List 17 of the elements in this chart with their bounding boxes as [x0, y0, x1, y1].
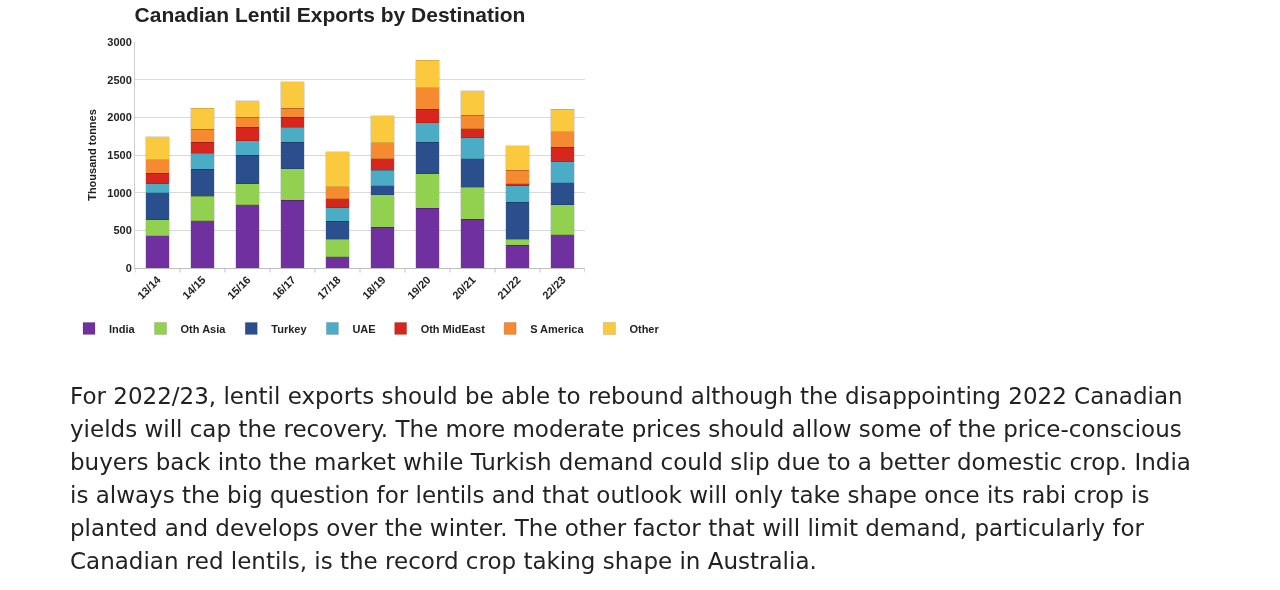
y-tick-label: 500 — [113, 224, 132, 237]
y-axis-title: Thousand tonnes — [85, 109, 98, 201]
y-tick-label: 0 — [125, 261, 132, 274]
legend-label: S America — [530, 322, 585, 335]
y-tick-label: 2500 — [107, 73, 132, 86]
legend-label: India — [109, 322, 136, 335]
legend-label: UAE — [352, 322, 376, 335]
y-tick-label: 1500 — [107, 148, 132, 161]
chart-title: Canadian Lentil Exports by Destination — [134, 2, 526, 26]
legend-label: Turkey — [271, 322, 308, 335]
y-tick-label: 1000 — [107, 186, 132, 199]
y-tick-label: 2000 — [107, 111, 132, 124]
text: For 2022/23, lentil exports should be able to rebound although the disappointing 2022 Canadian yields will cap the recovery. The more moderate prices should allow some of the price-conscious buyers back into the market while Turkish demand could slip due to a better domestic crop. India is always the big question for lentils and that outlook will only take shape once its rabi crop is planted and develops over the winter. The other factor that will limit demand, particularly for Canadian red lentils, is the record crop taking shape in Australia. — [70, 382, 1192, 576]
legend-label: Other — [629, 322, 660, 335]
y-tick-label: 3000 — [107, 35, 132, 48]
legend-label: Oth MidEast — [420, 322, 486, 335]
legend-label: Oth Asia — [180, 322, 227, 335]
